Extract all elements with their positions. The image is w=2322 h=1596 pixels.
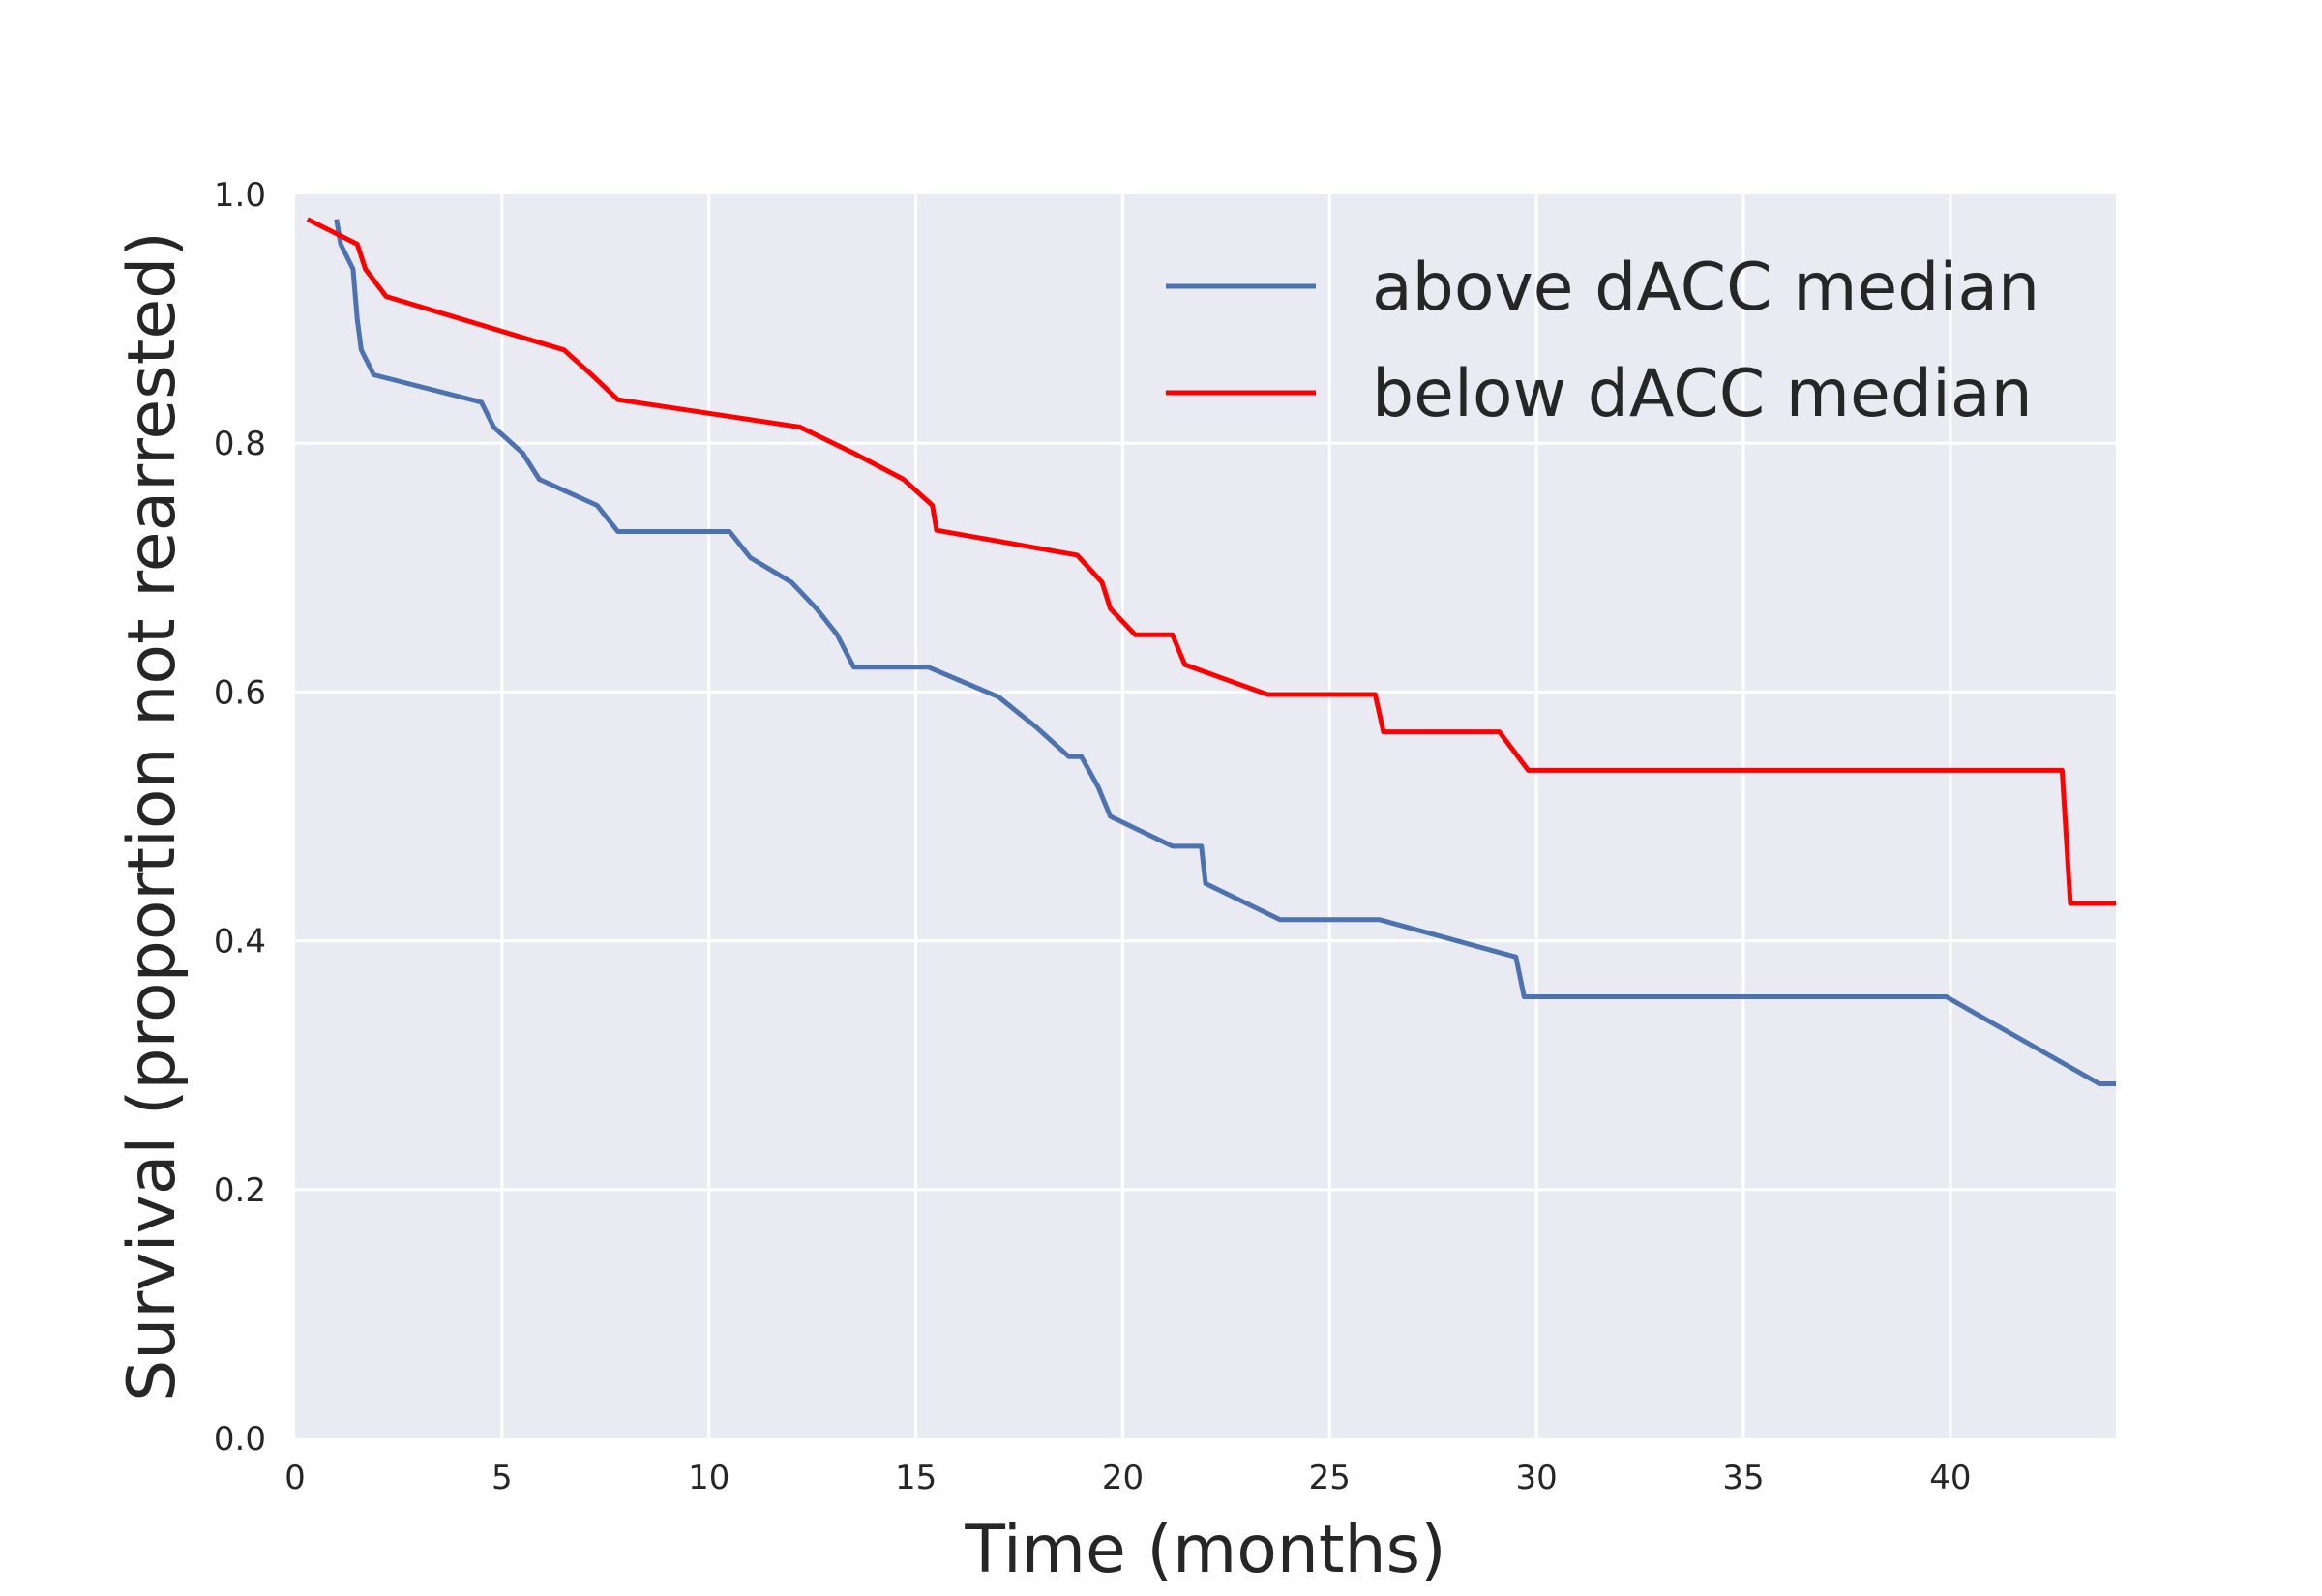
- y-axis-ticks: 0.0 0.2 0.4 0.6 0.8 1.0: [214, 176, 266, 1459]
- legend-label-above: above dACC median: [1372, 250, 2039, 326]
- x-axis-title: Time (months): [964, 1512, 1445, 1588]
- series-lines: [306, 217, 2116, 1086]
- grid: [295, 194, 2116, 1438]
- legend-label-below: below dACC median: [1372, 356, 2033, 432]
- x-tick-label: 30: [1516, 1459, 1558, 1497]
- x-axis-ticks: 0 5 10 15 20 25 30 35 40: [284, 1459, 1971, 1497]
- x-tick-label: 35: [1722, 1459, 1764, 1497]
- legend: above dACC median below dACC median: [1166, 250, 2039, 432]
- y-tick-label: 1.0: [214, 176, 266, 215]
- x-tick-label: 0: [284, 1459, 306, 1497]
- x-tick-label: 5: [491, 1459, 513, 1497]
- y-tick-label: 0.0: [214, 1420, 266, 1459]
- y-tick-label: 0.4: [214, 923, 266, 961]
- x-tick-label: 40: [1929, 1459, 1971, 1497]
- y-tick-label: 0.2: [214, 1171, 266, 1210]
- y-axis-title: Survival (proportion not rearrested): [114, 231, 191, 1402]
- y-tick-label: 0.8: [214, 425, 266, 463]
- series-line-above: [334, 219, 2116, 1086]
- x-tick-label: 25: [1309, 1459, 1351, 1497]
- series-line-below: [306, 217, 2116, 906]
- y-tick-label: 0.6: [214, 673, 266, 712]
- x-tick-label: 10: [688, 1459, 729, 1497]
- x-tick-label: 20: [1102, 1459, 1144, 1497]
- x-tick-label: 15: [895, 1459, 937, 1497]
- plot-area: [295, 194, 2116, 1438]
